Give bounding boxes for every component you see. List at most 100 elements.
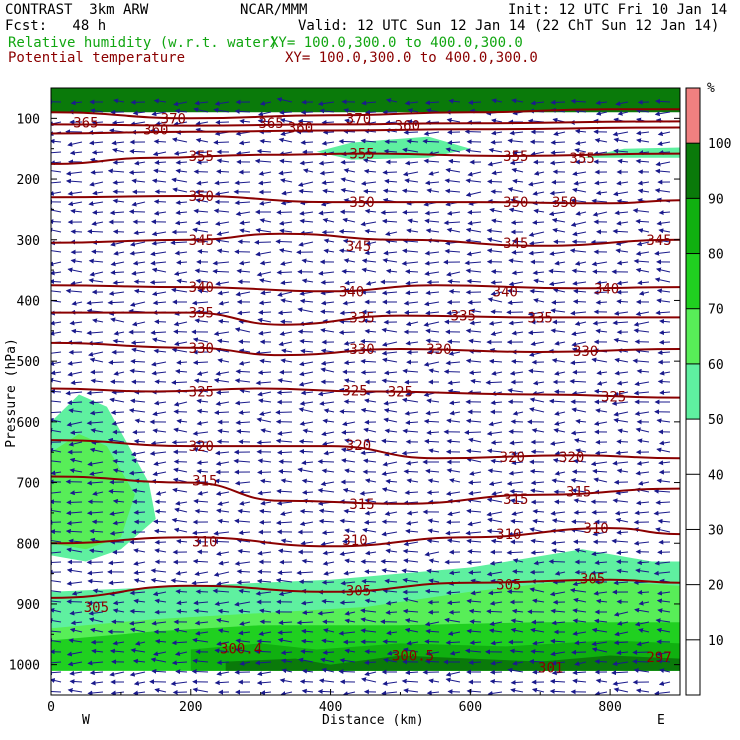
wind-arrow: [406, 478, 419, 484]
wind-arrow: [111, 140, 125, 146]
wind-arrow: [129, 620, 146, 626]
wind-arrow: [360, 559, 377, 565]
wind-arrow: [238, 630, 251, 636]
wind-arrow: [533, 278, 545, 284]
wind-arrow: [550, 651, 566, 657]
wind-arrow: [257, 490, 272, 496]
wind-arrow: [383, 408, 398, 413]
wind-arrow: [153, 168, 167, 174]
wind-arrow: [571, 488, 587, 494]
wind-arrow: [654, 277, 671, 283]
wind-arrow: [277, 637, 293, 643]
theta-label: 335: [189, 306, 214, 322]
wind-arrow: [260, 290, 272, 296]
wind-arrow: [237, 310, 251, 316]
wind-arrow: [465, 238, 482, 244]
wind-arrow: [572, 187, 587, 193]
wind-arrow: [611, 670, 629, 676]
wind-arrow: [280, 280, 293, 286]
wind-arrow: [258, 309, 272, 315]
wind-arrow: [382, 639, 398, 645]
wind-arrow: [654, 690, 671, 695]
wind-arrow: [491, 490, 503, 496]
wind-arrow: [468, 608, 482, 614]
wind-arrow: [276, 390, 293, 396]
wind-arrow: [512, 150, 524, 156]
wind-arrow: [193, 169, 209, 175]
wind-arrow: [383, 370, 398, 376]
wind-arrow: [216, 248, 230, 254]
wind-arrow: [89, 181, 104, 187]
wind-arrow: [343, 360, 356, 366]
wind-arrow: [407, 108, 419, 114]
wind-arrow: [300, 638, 314, 644]
wind-arrow: [613, 310, 629, 316]
wind-arrow: [491, 170, 503, 176]
wind-arrow: [195, 120, 209, 126]
wind-arrow: [404, 410, 419, 416]
wind-arrow: [425, 328, 440, 334]
wind-arrow: [112, 229, 125, 235]
wind-arrow: [152, 471, 167, 477]
theta-label: 325: [388, 385, 413, 401]
wind-arrow: [635, 267, 650, 273]
wind-arrow: [256, 148, 272, 154]
wind-arrow: [446, 310, 461, 316]
wind-arrow: [385, 268, 398, 274]
wind-arrow: [342, 217, 356, 223]
wind-arrow: [638, 628, 650, 633]
theta-label: 350: [349, 195, 374, 211]
x-tick-label: 800: [598, 700, 621, 715]
wind-arrow: [297, 118, 314, 124]
wind-arrow: [67, 267, 83, 273]
theta-contour-310: [51, 527, 680, 548]
wind-arrow: [469, 470, 482, 476]
wind-arrow: [616, 280, 629, 286]
wind-arrow: [131, 270, 146, 276]
wind-arrow: [551, 548, 566, 554]
wind-arrow: [424, 260, 440, 266]
wind-arrow: [65, 178, 83, 184]
wind-arrow: [276, 488, 293, 494]
wind-arrow: [613, 640, 629, 646]
wind-arrow: [87, 600, 104, 606]
wind-arrow: [215, 389, 230, 395]
wind-arrow: [509, 488, 524, 494]
colorbar-label: 60: [708, 358, 724, 373]
wind-arrow: [254, 648, 272, 654]
wind-arrow: [239, 621, 251, 626]
wind-arrow: [259, 138, 272, 144]
wind-arrow: [529, 468, 545, 474]
wind-arrow: [382, 258, 398, 263]
wind-arrow: [51, 470, 62, 476]
wind-arrow: [51, 400, 62, 403]
theta-contour-330: [51, 341, 680, 357]
wind-arrow: [572, 171, 587, 177]
wind-arrow: [89, 357, 104, 363]
wind-arrow: [70, 620, 83, 626]
wind-arrow: [299, 521, 314, 527]
wind-arrow: [321, 530, 335, 536]
wind-arrow: [360, 358, 377, 364]
colorbar: 10 20 30 40 50 60 70 80 90 100: [685, 87, 731, 696]
wind-arrow: [112, 147, 125, 153]
wind-arrow: [236, 568, 251, 574]
wind-arrow: [490, 538, 503, 544]
wind-arrow: [427, 478, 440, 484]
wind-arrow: [301, 610, 314, 616]
wind-arrow: [68, 638, 83, 644]
wind-arrow: [194, 100, 209, 106]
wind-arrow: [171, 380, 188, 386]
theta-label: 350: [552, 195, 577, 211]
wind-arrow: [175, 210, 188, 216]
wind-arrow: [70, 280, 83, 286]
wind-arrow: [298, 241, 314, 247]
wind-arrow: [129, 250, 146, 256]
wind-arrow: [338, 669, 356, 675]
wind-arrow: [112, 180, 125, 185]
wind-arrow: [363, 458, 377, 464]
wind-arrow: [278, 220, 293, 226]
wind-arrow: [197, 288, 209, 294]
wind-arrow: [51, 508, 62, 514]
wind-arrow: [234, 180, 251, 186]
